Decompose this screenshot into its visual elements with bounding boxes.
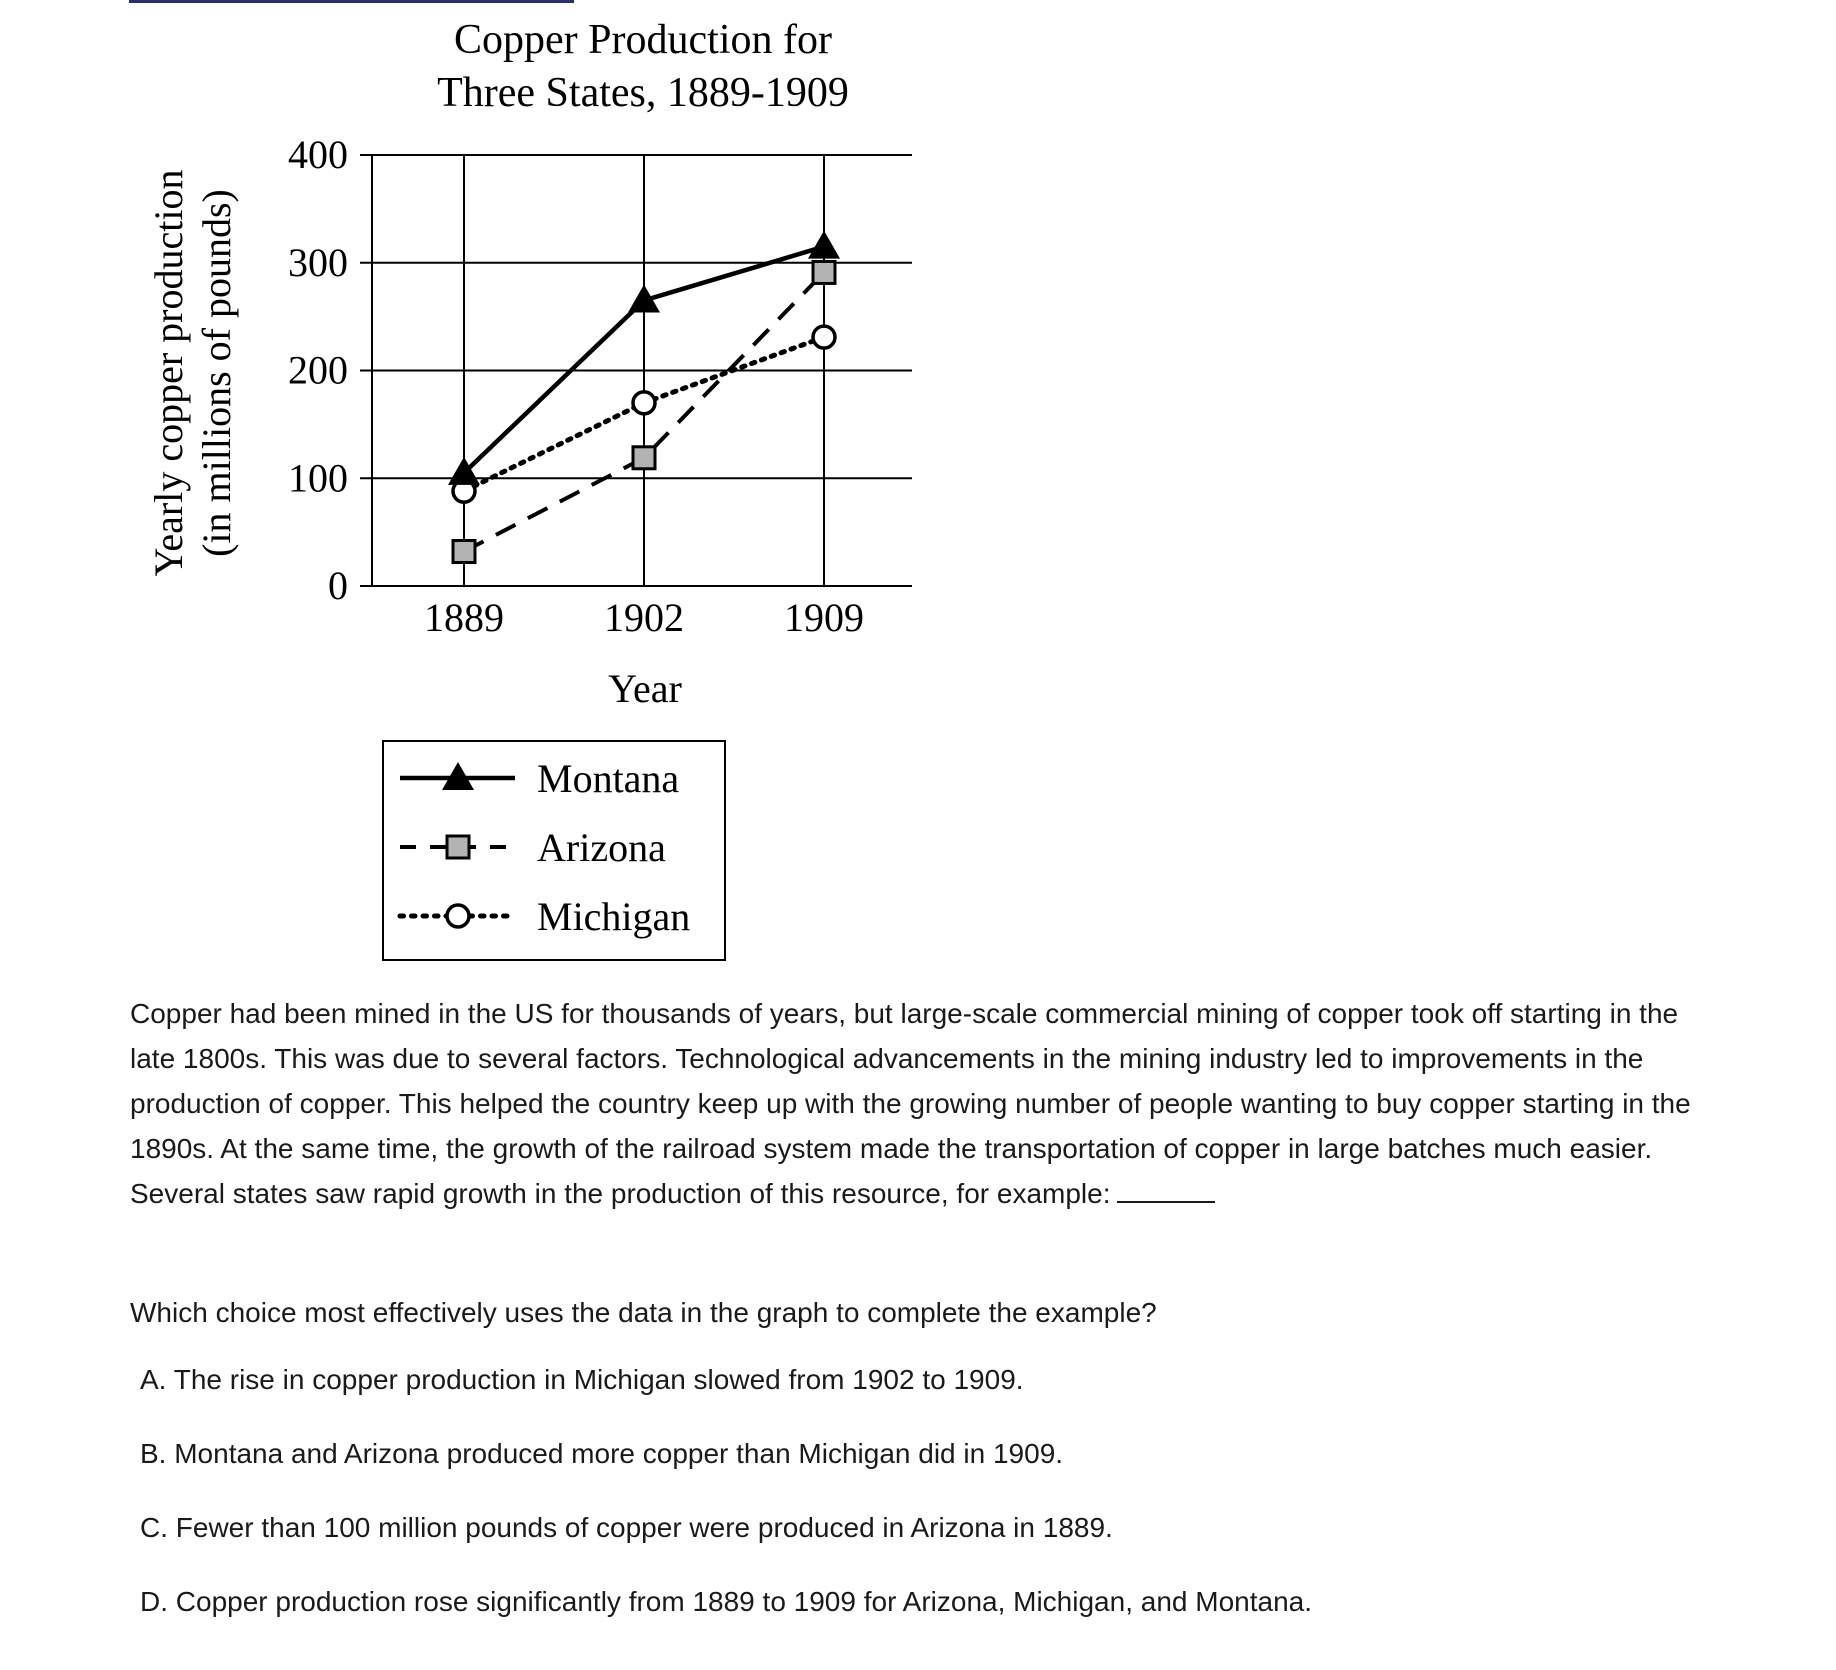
copper-production-chart: Copper Production for Three States, 1889… [146,17,912,961]
y-tick-label-300: 300 [288,240,348,285]
passage-body: Copper had been mined in the US for thou… [130,998,1691,1209]
chart-title-line-1: Copper Production for [454,17,832,63]
y-tick-label-100: 100 [288,455,348,500]
x-tick-label-1909: 1909 [784,595,864,640]
point-arizona-1902 [631,445,657,471]
point-montana-1889 [448,456,480,485]
legend-marker-michigan [445,903,471,929]
x-tick-label-1902: 1902 [604,595,684,640]
point-arizona-1909 [811,259,837,285]
choice-a[interactable]: A. The rise in copper production in Mich… [140,1364,1024,1395]
chart-grid [360,154,912,587]
legend-label-montana: Montana [537,756,679,801]
top-divider [129,0,574,3]
chart-tick-labels: 0 100 200 300 400 1889 1902 1909 [288,132,864,640]
question-text: Which choice most effectively uses the d… [130,1297,1157,1328]
y-axis-label-line-2: (in millions of pounds) [194,189,239,557]
series-markers [448,230,840,565]
legend-marker-arizona [445,834,471,860]
point-montana-1909 [808,230,840,259]
y-axis-label-line-1: Yearly copper production [146,170,191,577]
choice-d[interactable]: D. Copper production rose significantly … [140,1586,1312,1617]
point-arizona-1889 [451,539,477,565]
legend-label-arizona: Arizona [537,825,666,870]
fill-in-blank [1116,1175,1215,1203]
point-michigan-1909 [811,324,837,350]
legend-label-michigan: Michigan [537,894,690,939]
y-tick-label-400: 400 [288,132,348,177]
x-tick-label-1889: 1889 [424,595,504,640]
chart-legend: Montana Arizona Michigan [382,740,726,961]
point-michigan-1902 [631,390,657,416]
choice-b[interactable]: B. Montana and Arizona produced more cop… [140,1438,1064,1469]
chart-title-line-2: Three States, 1889-1909 [437,70,849,116]
choice-c[interactable]: C. Fewer than 100 million pounds of copp… [140,1512,1113,1543]
y-tick-label-0: 0 [328,563,348,608]
legend-marker-montana [442,762,474,790]
series-line-arizona [463,271,826,554]
passage-text: Copper had been mined in the US for thou… [130,991,1730,1216]
y-tick-label-200: 200 [288,348,348,393]
answer-choices: A. The rise in copper production in Mich… [140,1362,1312,1658]
point-montana-1902 [628,284,660,313]
x-axis-label: Year [608,666,682,711]
